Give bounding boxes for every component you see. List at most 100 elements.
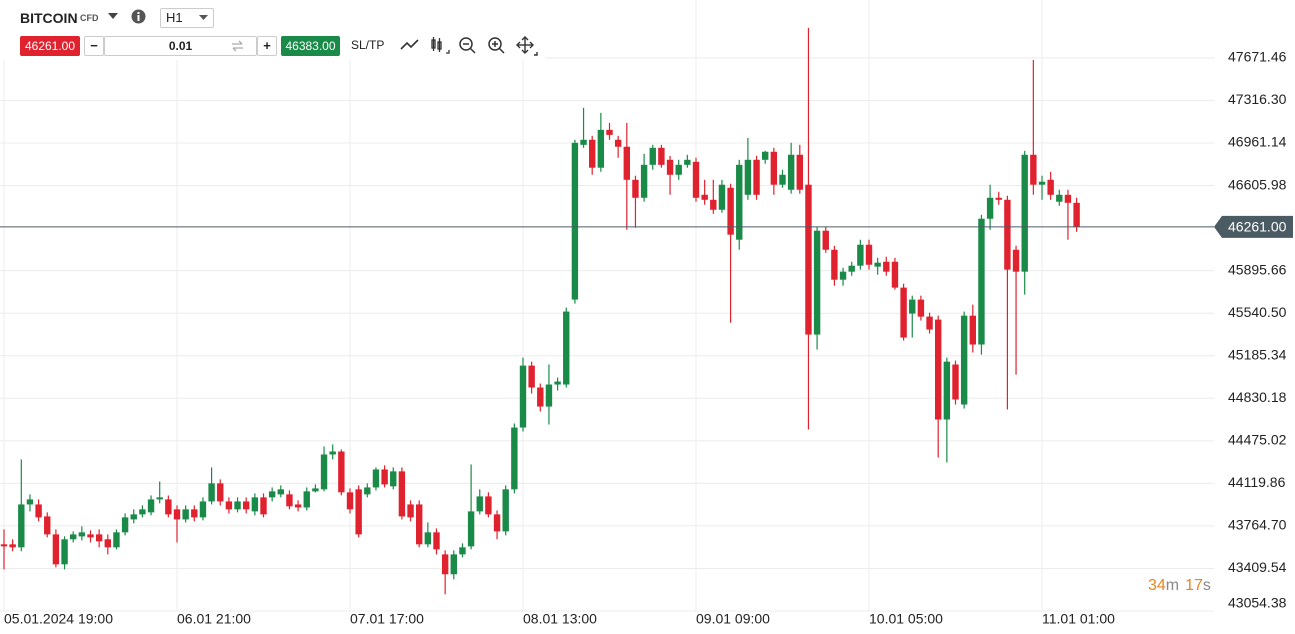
volume-input[interactable]: 0.01 bbox=[104, 36, 257, 56]
candle-body bbox=[320, 454, 328, 490]
x-tick-label: 08.01 13:00 bbox=[523, 611, 597, 627]
candle-body bbox=[243, 501, 250, 510]
volume: 0.01 bbox=[168, 39, 193, 53]
candle-body bbox=[995, 197, 1002, 200]
current-price-label: 46261.00 bbox=[1228, 219, 1287, 235]
candle-body bbox=[1047, 179, 1054, 195]
candle-body bbox=[52, 534, 60, 565]
dropdown-icon[interactable] bbox=[107, 12, 119, 20]
candle-body bbox=[130, 514, 137, 520]
candle-body bbox=[364, 487, 371, 495]
y-tick-label: 47671.46 bbox=[1228, 49, 1287, 65]
pan-icon[interactable] bbox=[516, 36, 538, 56]
candle-body bbox=[277, 489, 284, 495]
candle-body bbox=[952, 364, 959, 400]
candle-body bbox=[736, 164, 743, 240]
candle-body bbox=[416, 504, 423, 545]
timer-seconds-value: 17 bbox=[1185, 577, 1203, 594]
candle-body bbox=[675, 164, 682, 175]
candle-body bbox=[199, 501, 207, 518]
candle-body bbox=[165, 499, 172, 515]
timeframe-select[interactable]: H1 bbox=[160, 8, 214, 28]
zoom-in-icon[interactable] bbox=[488, 37, 505, 54]
candle-body bbox=[1038, 181, 1046, 185]
candle-body bbox=[779, 174, 786, 185]
candle-body bbox=[9, 544, 16, 548]
candle-body bbox=[580, 139, 587, 145]
candle-body bbox=[1030, 154, 1037, 185]
candle-body bbox=[381, 469, 388, 485]
candle-body bbox=[346, 492, 354, 510]
candle-body bbox=[848, 265, 855, 272]
candle-body bbox=[441, 554, 449, 575]
sell-price: 46261.00 bbox=[24, 39, 76, 53]
candle-body bbox=[943, 361, 951, 420]
x-tick-label: 06.01 21:00 bbox=[177, 611, 251, 627]
candle-body bbox=[372, 469, 380, 488]
toolbar: BITCOIN CFD H1 46261.00 − 0.01 + 46383.0… bbox=[0, 0, 545, 60]
buy-button[interactable]: 46383.00 bbox=[281, 36, 340, 56]
candle-body bbox=[935, 319, 942, 420]
current-price-box bbox=[1214, 215, 1293, 238]
candle-body bbox=[217, 483, 224, 502]
plus-button[interactable]: + bbox=[257, 36, 277, 56]
candle-body bbox=[632, 179, 639, 198]
candle-body bbox=[407, 504, 414, 518]
candle-body bbox=[476, 496, 483, 512]
sl-tp-button[interactable]: SL/TP bbox=[351, 38, 385, 52]
candle-body bbox=[770, 151, 778, 185]
candle-body bbox=[234, 501, 241, 510]
candle-body bbox=[1056, 194, 1063, 202]
candle-body bbox=[900, 287, 907, 338]
x-tick-label: 09.01 09:00 bbox=[696, 611, 770, 627]
y-tick-label: 46961.14 bbox=[1228, 134, 1287, 150]
timer-seconds-unit: s bbox=[1203, 577, 1211, 594]
candle-body bbox=[147, 499, 155, 513]
candle-body bbox=[433, 532, 440, 550]
x-tick-label: 05.01.2024 19:00 bbox=[4, 611, 113, 627]
candle-body bbox=[139, 509, 146, 515]
dropdown-icon bbox=[199, 15, 208, 20]
candle-body bbox=[563, 311, 570, 385]
candle-body bbox=[87, 534, 94, 538]
candle-body bbox=[571, 142, 579, 300]
x-tick-label: 10.01 05:00 bbox=[869, 611, 943, 627]
candle-body bbox=[857, 244, 864, 266]
timer-minutes-value: 34 bbox=[1148, 577, 1166, 594]
candle-body bbox=[208, 483, 215, 502]
y-tick-label: 45185.34 bbox=[1228, 346, 1287, 362]
y-tick-label: 44119.86 bbox=[1228, 474, 1286, 490]
candle-body bbox=[450, 554, 457, 575]
candle-body bbox=[260, 497, 267, 515]
candle-chart-icon[interactable] bbox=[431, 37, 450, 54]
candle-body bbox=[303, 491, 310, 508]
countdown-timer: 34m 17s bbox=[1148, 577, 1211, 594]
candle-body bbox=[762, 151, 769, 160]
chart-tools bbox=[400, 36, 538, 56]
minus-button[interactable]: − bbox=[84, 36, 104, 56]
candle-body bbox=[78, 532, 86, 537]
candle-body bbox=[1073, 202, 1080, 227]
line-chart-icon[interactable] bbox=[400, 39, 419, 50]
x-tick-label: 11.01 01:00 bbox=[1042, 611, 1115, 627]
candle-body bbox=[606, 129, 613, 135]
y-tick-label: 45540.50 bbox=[1228, 304, 1287, 320]
candle-body bbox=[286, 494, 293, 507]
zoom-out-icon[interactable] bbox=[459, 37, 476, 54]
sell-button[interactable]: 46261.00 bbox=[20, 36, 80, 56]
candle-body bbox=[753, 159, 760, 195]
candle-body bbox=[355, 489, 362, 535]
candle-body bbox=[44, 516, 51, 535]
candle-body bbox=[589, 139, 596, 168]
candle-body bbox=[225, 501, 233, 510]
y-tick-label: 46605.98 bbox=[1228, 176, 1287, 192]
candle-body bbox=[1064, 194, 1072, 203]
candle-body bbox=[666, 159, 674, 175]
candle-body bbox=[986, 197, 994, 219]
info-icon[interactable] bbox=[131, 9, 146, 24]
candle-body bbox=[554, 381, 561, 385]
symbol-type: CFD bbox=[80, 13, 99, 23]
swap-icon[interactable] bbox=[231, 40, 244, 52]
candle-body bbox=[831, 249, 838, 280]
y-tick-label: 44830.18 bbox=[1228, 389, 1287, 405]
